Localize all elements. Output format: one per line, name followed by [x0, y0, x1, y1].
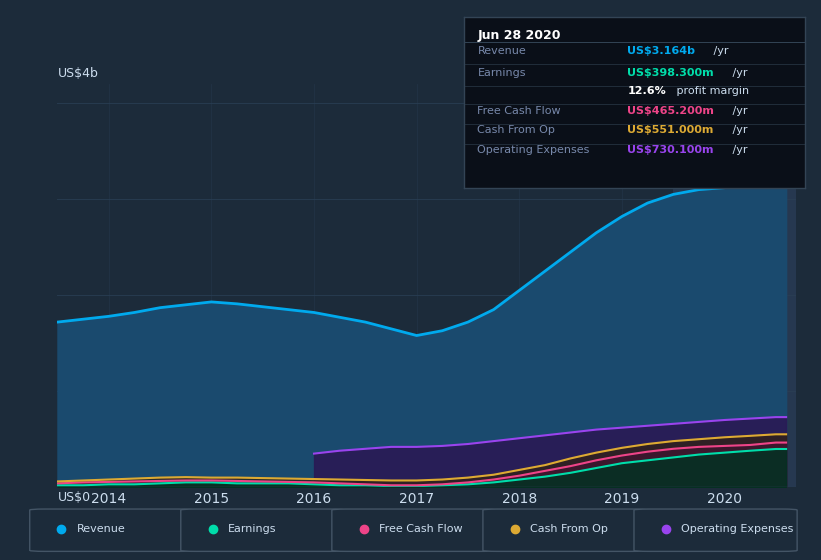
FancyBboxPatch shape	[30, 509, 193, 552]
Bar	[673, 84, 796, 487]
Text: US$4b: US$4b	[57, 67, 99, 80]
Text: Free Cash Flow: Free Cash Flow	[478, 106, 561, 115]
Text: Operating Expenses: Operating Expenses	[478, 145, 589, 155]
Text: /yr: /yr	[728, 68, 747, 78]
Text: Operating Expenses: Operating Expenses	[681, 524, 793, 534]
FancyBboxPatch shape	[332, 509, 495, 552]
Text: Jun 28 2020: Jun 28 2020	[478, 29, 561, 42]
Text: US$0: US$0	[57, 491, 90, 504]
Text: US$3.164b: US$3.164b	[627, 46, 695, 56]
Text: profit margin: profit margin	[673, 86, 750, 96]
FancyBboxPatch shape	[181, 509, 344, 552]
Text: US$551.000m: US$551.000m	[627, 125, 713, 136]
FancyBboxPatch shape	[483, 509, 646, 552]
Text: /yr: /yr	[710, 46, 729, 56]
Text: Cash From Op: Cash From Op	[530, 524, 608, 534]
Text: /yr: /yr	[728, 125, 747, 136]
Text: Revenue: Revenue	[76, 524, 126, 534]
Text: Cash From Op: Cash From Op	[478, 125, 555, 136]
Text: Free Cash Flow: Free Cash Flow	[378, 524, 462, 534]
Text: US$465.200m: US$465.200m	[627, 106, 714, 115]
Text: /yr: /yr	[728, 145, 747, 155]
Text: 12.6%: 12.6%	[627, 86, 666, 96]
Text: Earnings: Earnings	[227, 524, 276, 534]
Text: Earnings: Earnings	[478, 68, 526, 78]
FancyBboxPatch shape	[634, 509, 797, 552]
Text: US$730.100m: US$730.100m	[627, 145, 714, 155]
Text: /yr: /yr	[728, 106, 747, 115]
Text: US$398.300m: US$398.300m	[627, 68, 714, 78]
Text: Revenue: Revenue	[478, 46, 526, 56]
